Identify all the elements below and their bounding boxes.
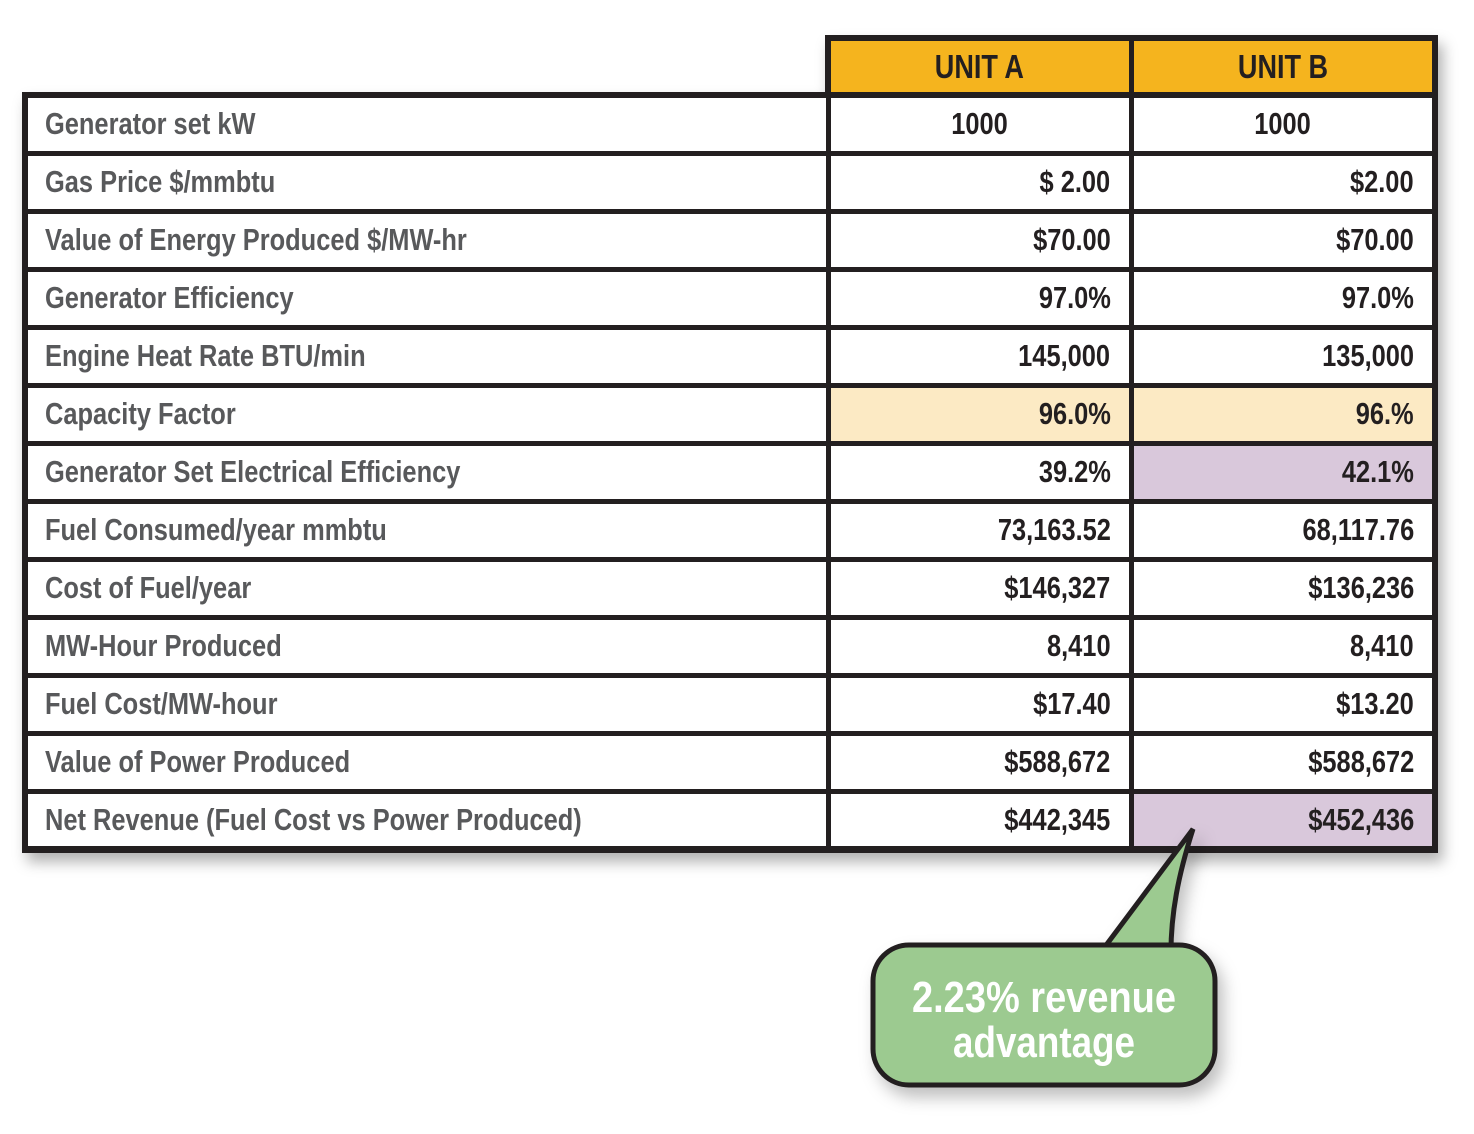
row-label: Generator Set Electrical Efficiency [22, 440, 831, 504]
table-row: Net Revenue (Fuel Cost vs Power Produced… [22, 788, 1438, 853]
callout-text-line1: 2.23% revenue [912, 973, 1176, 1022]
unit-a-value: 8,410 [825, 614, 1134, 678]
unit-a-value: 97.0% [825, 266, 1134, 330]
row-label: Capacity Factor [22, 382, 831, 446]
generator-comparison-table: UNIT A UNIT B Generator set kW 1000 1000 Ga… [22, 35, 1438, 853]
row-label: Generator set kW [22, 92, 831, 156]
unit-b-value: 1000 [1128, 92, 1438, 156]
table-row: Engine Heat Rate BTU/min 145,000 135,000 [22, 324, 1438, 388]
row-label: Generator Efficiency [22, 266, 831, 330]
table-row: Value of Power Produced $588,672 $588,672 [22, 730, 1438, 794]
column-header-unit-b: UNIT B [1128, 35, 1438, 98]
unit-b-value: $2.00 [1128, 150, 1438, 214]
table-row: Capacity Factor 96.0% 96.% [22, 382, 1438, 446]
unit-b-value: $588,672 [1128, 730, 1438, 794]
table-row: Generator set kW 1000 1000 [22, 92, 1438, 156]
unit-a-value: $ 2.00 [825, 150, 1134, 214]
row-label: MW-Hour Produced [22, 614, 831, 678]
table-body: Generator set kW 1000 1000 Gas Price $/mmbt… [22, 92, 1438, 853]
header-blank-cell [25, 38, 828, 95]
table-row: MW-Hour Produced 8,410 8,410 [22, 614, 1438, 678]
row-label: Fuel Cost/MW-hour [22, 672, 831, 736]
row-label: Cost of Fuel/year [22, 556, 831, 620]
unit-b-value: 135,000 [1128, 324, 1438, 388]
row-label: Engine Heat Rate BTU/min [22, 324, 831, 388]
table-row: Fuel Consumed/year mmbtu 73,163.52 68,117.… [22, 498, 1438, 562]
callout-text-line2: advantage [953, 1018, 1135, 1067]
column-header-unit-a-label: UNIT A [935, 47, 1025, 85]
table-row: Cost of Fuel/year $146,327 $136,236 [22, 556, 1438, 620]
header-row: UNIT A UNIT B [25, 35, 1438, 98]
row-label: Fuel Consumed/year mmbtu [22, 498, 831, 562]
unit-a-value: 73,163.52 [825, 498, 1134, 562]
unit-b-value: 68,117.76 [1128, 498, 1438, 562]
table-row: Generator Set Electrical Efficiency 39.2%… [22, 440, 1438, 504]
unit-b-value: 97.0% [1128, 266, 1438, 330]
unit-b-value: 42.1% [1128, 440, 1438, 504]
table-row: Fuel Cost/MW-hour $17.40 $13.20 [22, 672, 1438, 736]
row-label: Gas Price $/mmbtu [22, 150, 831, 214]
unit-a-value: $588,672 [825, 730, 1134, 794]
row-label: Net Revenue (Fuel Cost vs Power Produced… [22, 788, 831, 853]
unit-a-value: $17.40 [825, 672, 1134, 736]
revenue-advantage-callout: 2.23% revenue advantage [870, 827, 1218, 1088]
row-label: Value of Power Produced [22, 730, 831, 794]
unit-a-value: $146,327 [825, 556, 1134, 620]
column-header-unit-a: UNIT A [825, 35, 1134, 98]
unit-b-value: $13.20 [1128, 672, 1438, 736]
unit-a-value: 145,000 [825, 324, 1134, 388]
column-header-unit-b-label: UNIT B [1237, 47, 1328, 85]
unit-b-value: $70.00 [1128, 208, 1438, 272]
unit-b-value: $452,436 [1128, 788, 1438, 853]
unit-a-value: 1000 [825, 92, 1134, 156]
table-row: Value of Energy Produced $/MW-hr $70.00 $7… [22, 208, 1438, 272]
unit-a-value: $442,345 [825, 788, 1134, 853]
table-row: Generator Efficiency 97.0% 97.0% [22, 266, 1438, 330]
unit-a-value: $70.00 [825, 208, 1134, 272]
callout-bubble [870, 942, 1218, 1088]
unit-b-value: 96.% [1128, 382, 1438, 446]
table-row: Gas Price $/mmbtu $ 2.00 $2.00 [22, 150, 1438, 214]
unit-b-value: $136,236 [1128, 556, 1438, 620]
unit-a-value: 39.2% [825, 440, 1134, 504]
unit-b-value: 8,410 [1128, 614, 1438, 678]
unit-a-value: 96.0% [825, 382, 1134, 446]
row-label: Value of Energy Produced $/MW-hr [22, 208, 831, 272]
callout-tail [1090, 827, 1196, 963]
